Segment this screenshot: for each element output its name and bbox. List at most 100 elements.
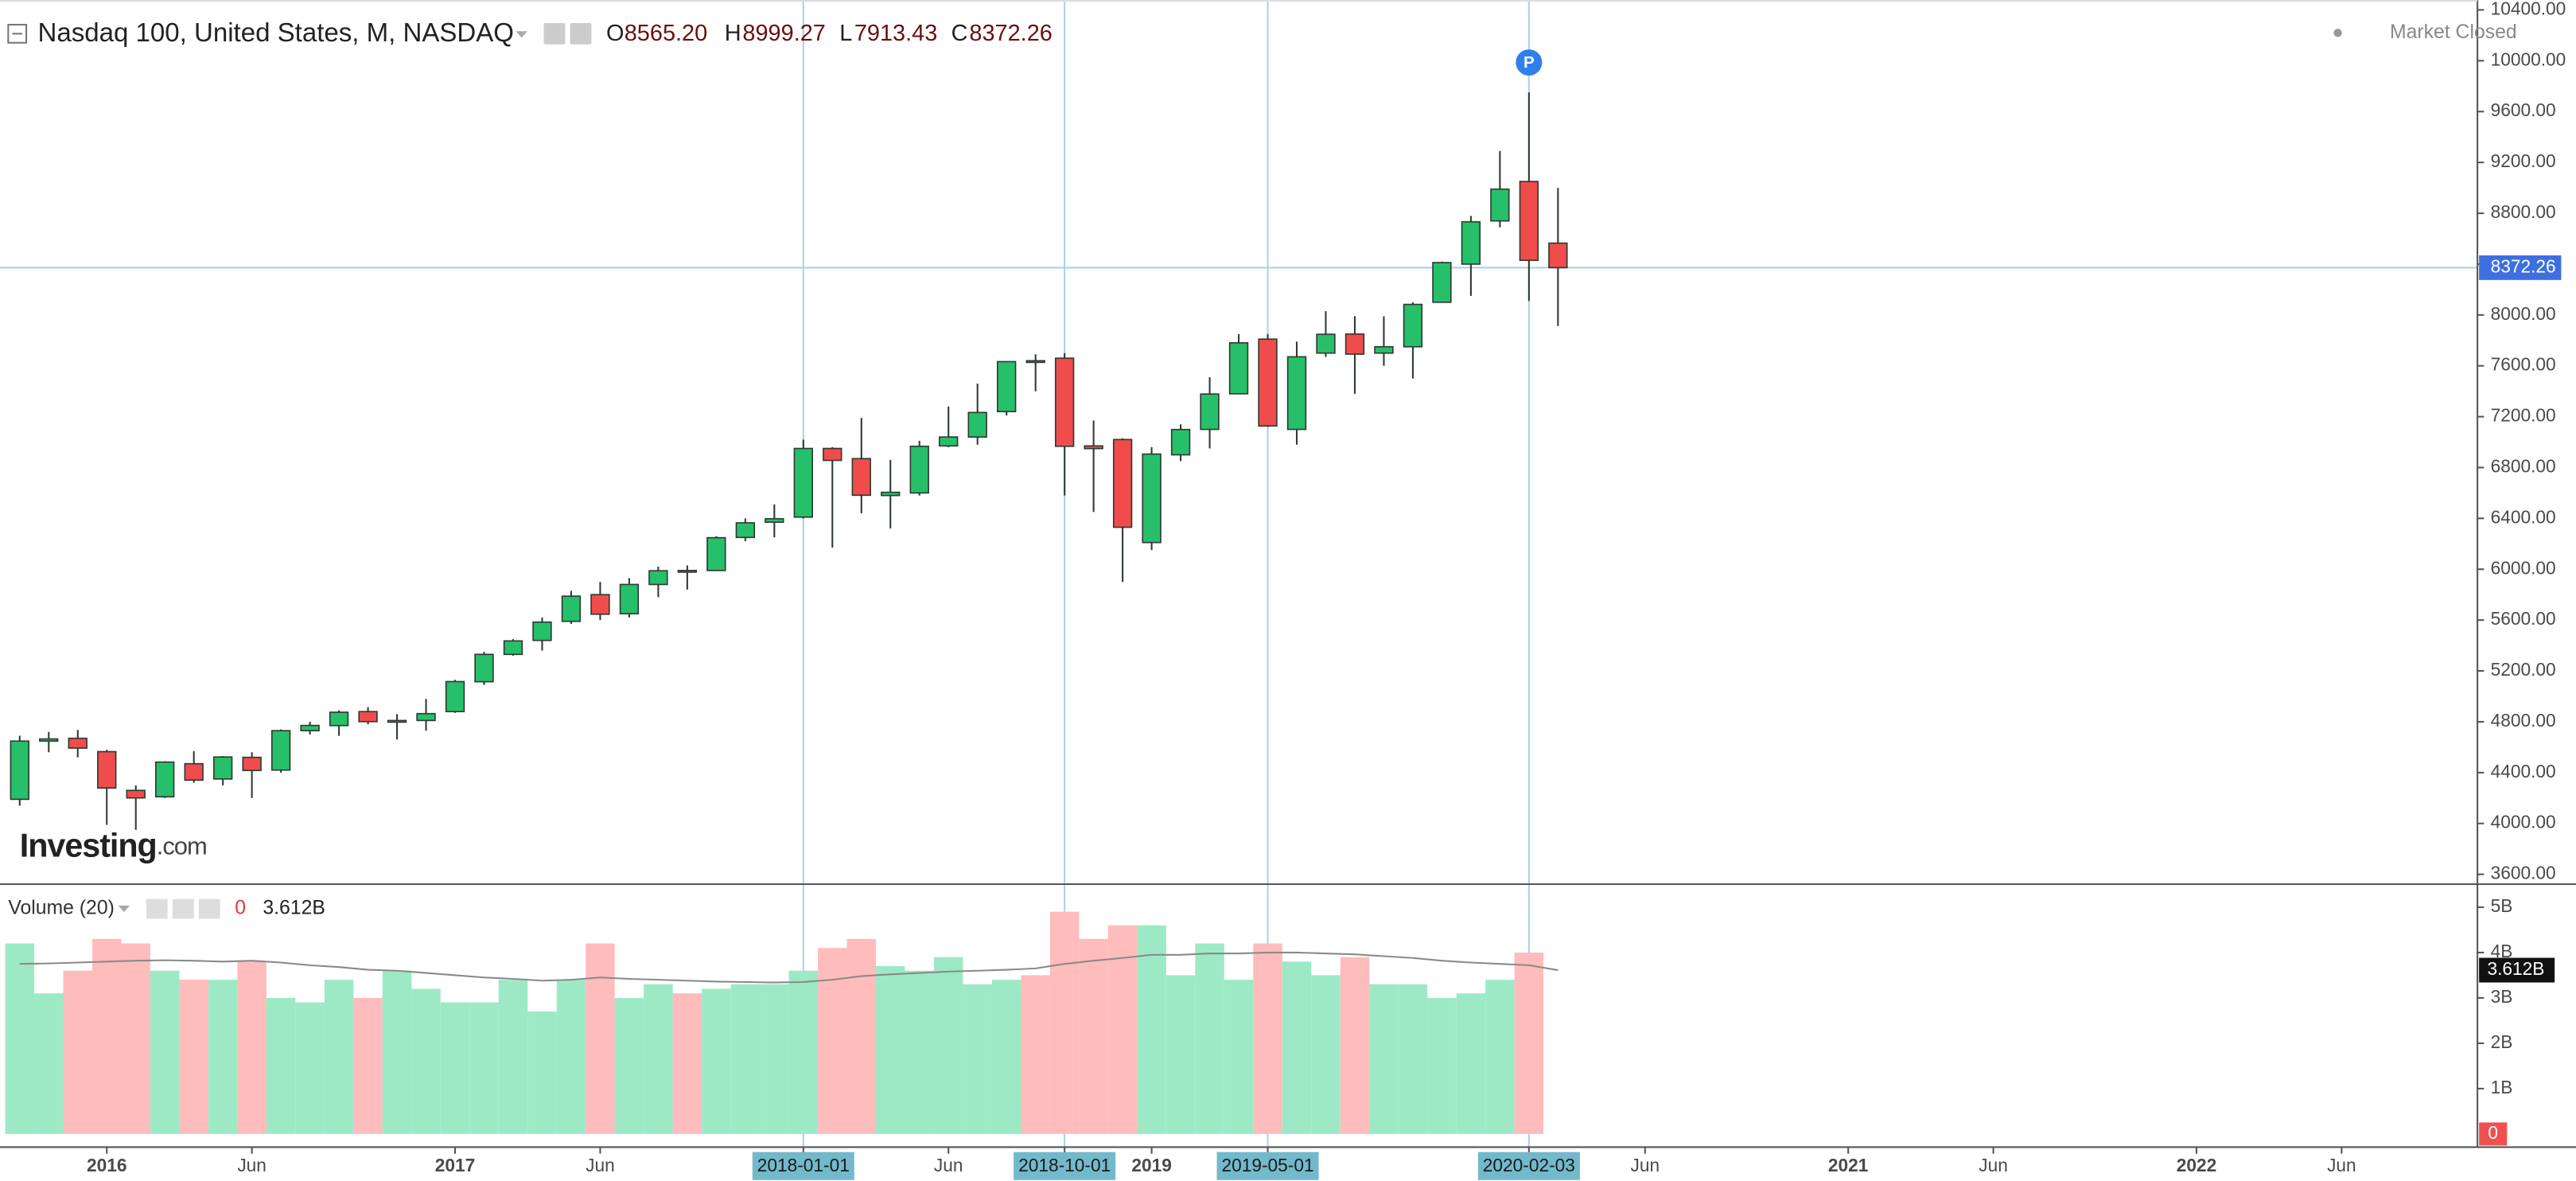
- y-tick-label: 5600.00: [2491, 608, 2556, 629]
- y-tick-label: 7600.00: [2491, 354, 2556, 375]
- candle-body: [270, 730, 291, 771]
- volume-bar: [266, 997, 296, 1134]
- volume-bar: [1311, 975, 1341, 1134]
- watermark-suffix: .com: [157, 832, 207, 860]
- ohlc-value: 7913.43: [854, 21, 938, 46]
- candle-body: [1286, 356, 1307, 431]
- settings-icon[interactable]: [172, 898, 194, 919]
- visibility-icon[interactable]: [146, 898, 168, 919]
- volume-bar: [411, 988, 441, 1134]
- volume-ma-badge-label: 3.612B: [2487, 958, 2544, 979]
- x-tick-highlight: [752, 1152, 854, 1180]
- visibility-icon[interactable]: [543, 22, 566, 45]
- candle-body: [648, 570, 668, 586]
- last-price-label: 8372.26: [2491, 255, 2556, 276]
- collapse-icon[interactable]: [7, 23, 28, 44]
- volume-last-label: 0: [2488, 1122, 2498, 1143]
- candle-body: [39, 738, 59, 743]
- candle-body: [329, 711, 349, 727]
- x-tick-label: 2022: [2177, 1155, 2217, 1175]
- volume-bar: [353, 997, 383, 1134]
- y-tick-label: 6800.00: [2491, 455, 2556, 476]
- volume-bar: [614, 997, 644, 1134]
- candle-body: [1200, 393, 1220, 431]
- candle-body: [735, 522, 756, 539]
- volume-bar: [672, 993, 702, 1134]
- volume-title: Volume (20): [8, 898, 115, 919]
- x-tick-label: 2021: [1828, 1155, 1869, 1175]
- volume-bar: [208, 980, 238, 1134]
- volume-bar: [237, 961, 267, 1134]
- volume-bar: [1165, 975, 1196, 1134]
- candle-body: [939, 436, 959, 447]
- volume-bar: [1398, 984, 1428, 1134]
- y-tick-label: 3B: [2491, 986, 2513, 1007]
- volume-ma-value: 3.612B: [263, 898, 325, 919]
- x-tick-label: 2019: [1131, 1155, 1172, 1175]
- candle-body: [1142, 453, 1162, 544]
- volume-bar: [1369, 984, 1399, 1134]
- volume-bar: [1282, 961, 1312, 1134]
- volume-bar: [121, 943, 150, 1134]
- x-tick-highlight: [1477, 1152, 1580, 1180]
- volume-bar: [1049, 911, 1080, 1134]
- ohlc-label: C: [951, 21, 968, 46]
- volume-bar: [1195, 943, 1224, 1134]
- market-status: Market Closed: [2390, 21, 2517, 43]
- x-tick-label: Jun: [2327, 1155, 2356, 1175]
- volume-bar: [498, 980, 528, 1134]
- candle-body: [416, 712, 436, 722]
- candle-body: [1054, 357, 1075, 447]
- candle-body: [1344, 333, 1365, 355]
- candle-body: [1170, 428, 1191, 456]
- volume-bar: [905, 970, 934, 1134]
- volume-bar: [760, 984, 789, 1134]
- y-tick-label: 9600.00: [2491, 99, 2556, 120]
- y-tick-label: 5B: [2491, 895, 2513, 916]
- candle-body: [387, 719, 407, 723]
- y-tick-label: 10000.00: [2491, 49, 2566, 69]
- volume-ma-line: [19, 951, 1558, 984]
- x-tick-label: 2017: [435, 1155, 476, 1175]
- y-tick-label: 2B: [2491, 1031, 2513, 1052]
- y-tick-label: 3600.00: [2491, 863, 2556, 883]
- candle-body: [619, 583, 640, 614]
- candle-body: [126, 789, 146, 799]
- x-tick-label: 2016: [87, 1155, 127, 1175]
- settings-icon[interactable]: [570, 22, 592, 45]
- candle-body: [1112, 438, 1133, 528]
- y-tick-label: 5200.00: [2491, 659, 2556, 680]
- candle-body: [503, 640, 523, 656]
- dropdown-caret[interactable]: [516, 31, 527, 38]
- candle-body: [1519, 181, 1539, 261]
- candle-body: [765, 518, 784, 523]
- volume-bar: [469, 1002, 499, 1134]
- volume-bar: [440, 1002, 470, 1134]
- candle-body: [1025, 360, 1045, 364]
- ohlc-label: O: [606, 21, 624, 46]
- dropdown-caret[interactable]: [118, 905, 130, 913]
- last-price-badge: [2479, 255, 2562, 280]
- volume-bar: [34, 993, 64, 1134]
- volume-bar: [324, 980, 354, 1134]
- candle-body: [997, 361, 1017, 413]
- x-tick-label: Jun: [237, 1155, 267, 1175]
- candle-body: [793, 447, 813, 518]
- watermark-brand: Investing: [20, 827, 157, 863]
- volume-bar: [991, 980, 1021, 1134]
- y-tick-label: 9200.00: [2491, 150, 2556, 171]
- x-tick-highlight: [1014, 1152, 1116, 1180]
- volume-bar: [5, 943, 35, 1134]
- remove-icon[interactable]: [198, 898, 220, 919]
- y-tick-label: 8800.00: [2491, 201, 2556, 222]
- y-tick-label: 1B: [2491, 1077, 2513, 1097]
- volume-bar: [150, 970, 180, 1134]
- volume-bar: [1079, 938, 1108, 1134]
- volume-bar: [1137, 925, 1166, 1134]
- candle-body: [155, 761, 175, 798]
- volume-bar: [933, 957, 963, 1134]
- candle-body: [242, 756, 262, 771]
- ohlc-label: H: [725, 21, 741, 46]
- x-tick-label: 2018-10-01: [1018, 1155, 1111, 1175]
